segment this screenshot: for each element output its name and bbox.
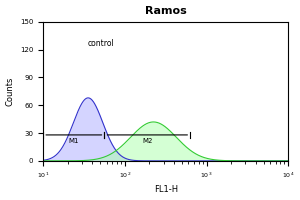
Text: M1: M1 <box>69 138 79 144</box>
Title: Ramos: Ramos <box>145 6 187 16</box>
Y-axis label: Counts: Counts <box>6 77 15 106</box>
X-axis label: FL1-H: FL1-H <box>154 185 178 194</box>
Text: control: control <box>87 39 114 48</box>
Text: M2: M2 <box>142 138 152 144</box>
